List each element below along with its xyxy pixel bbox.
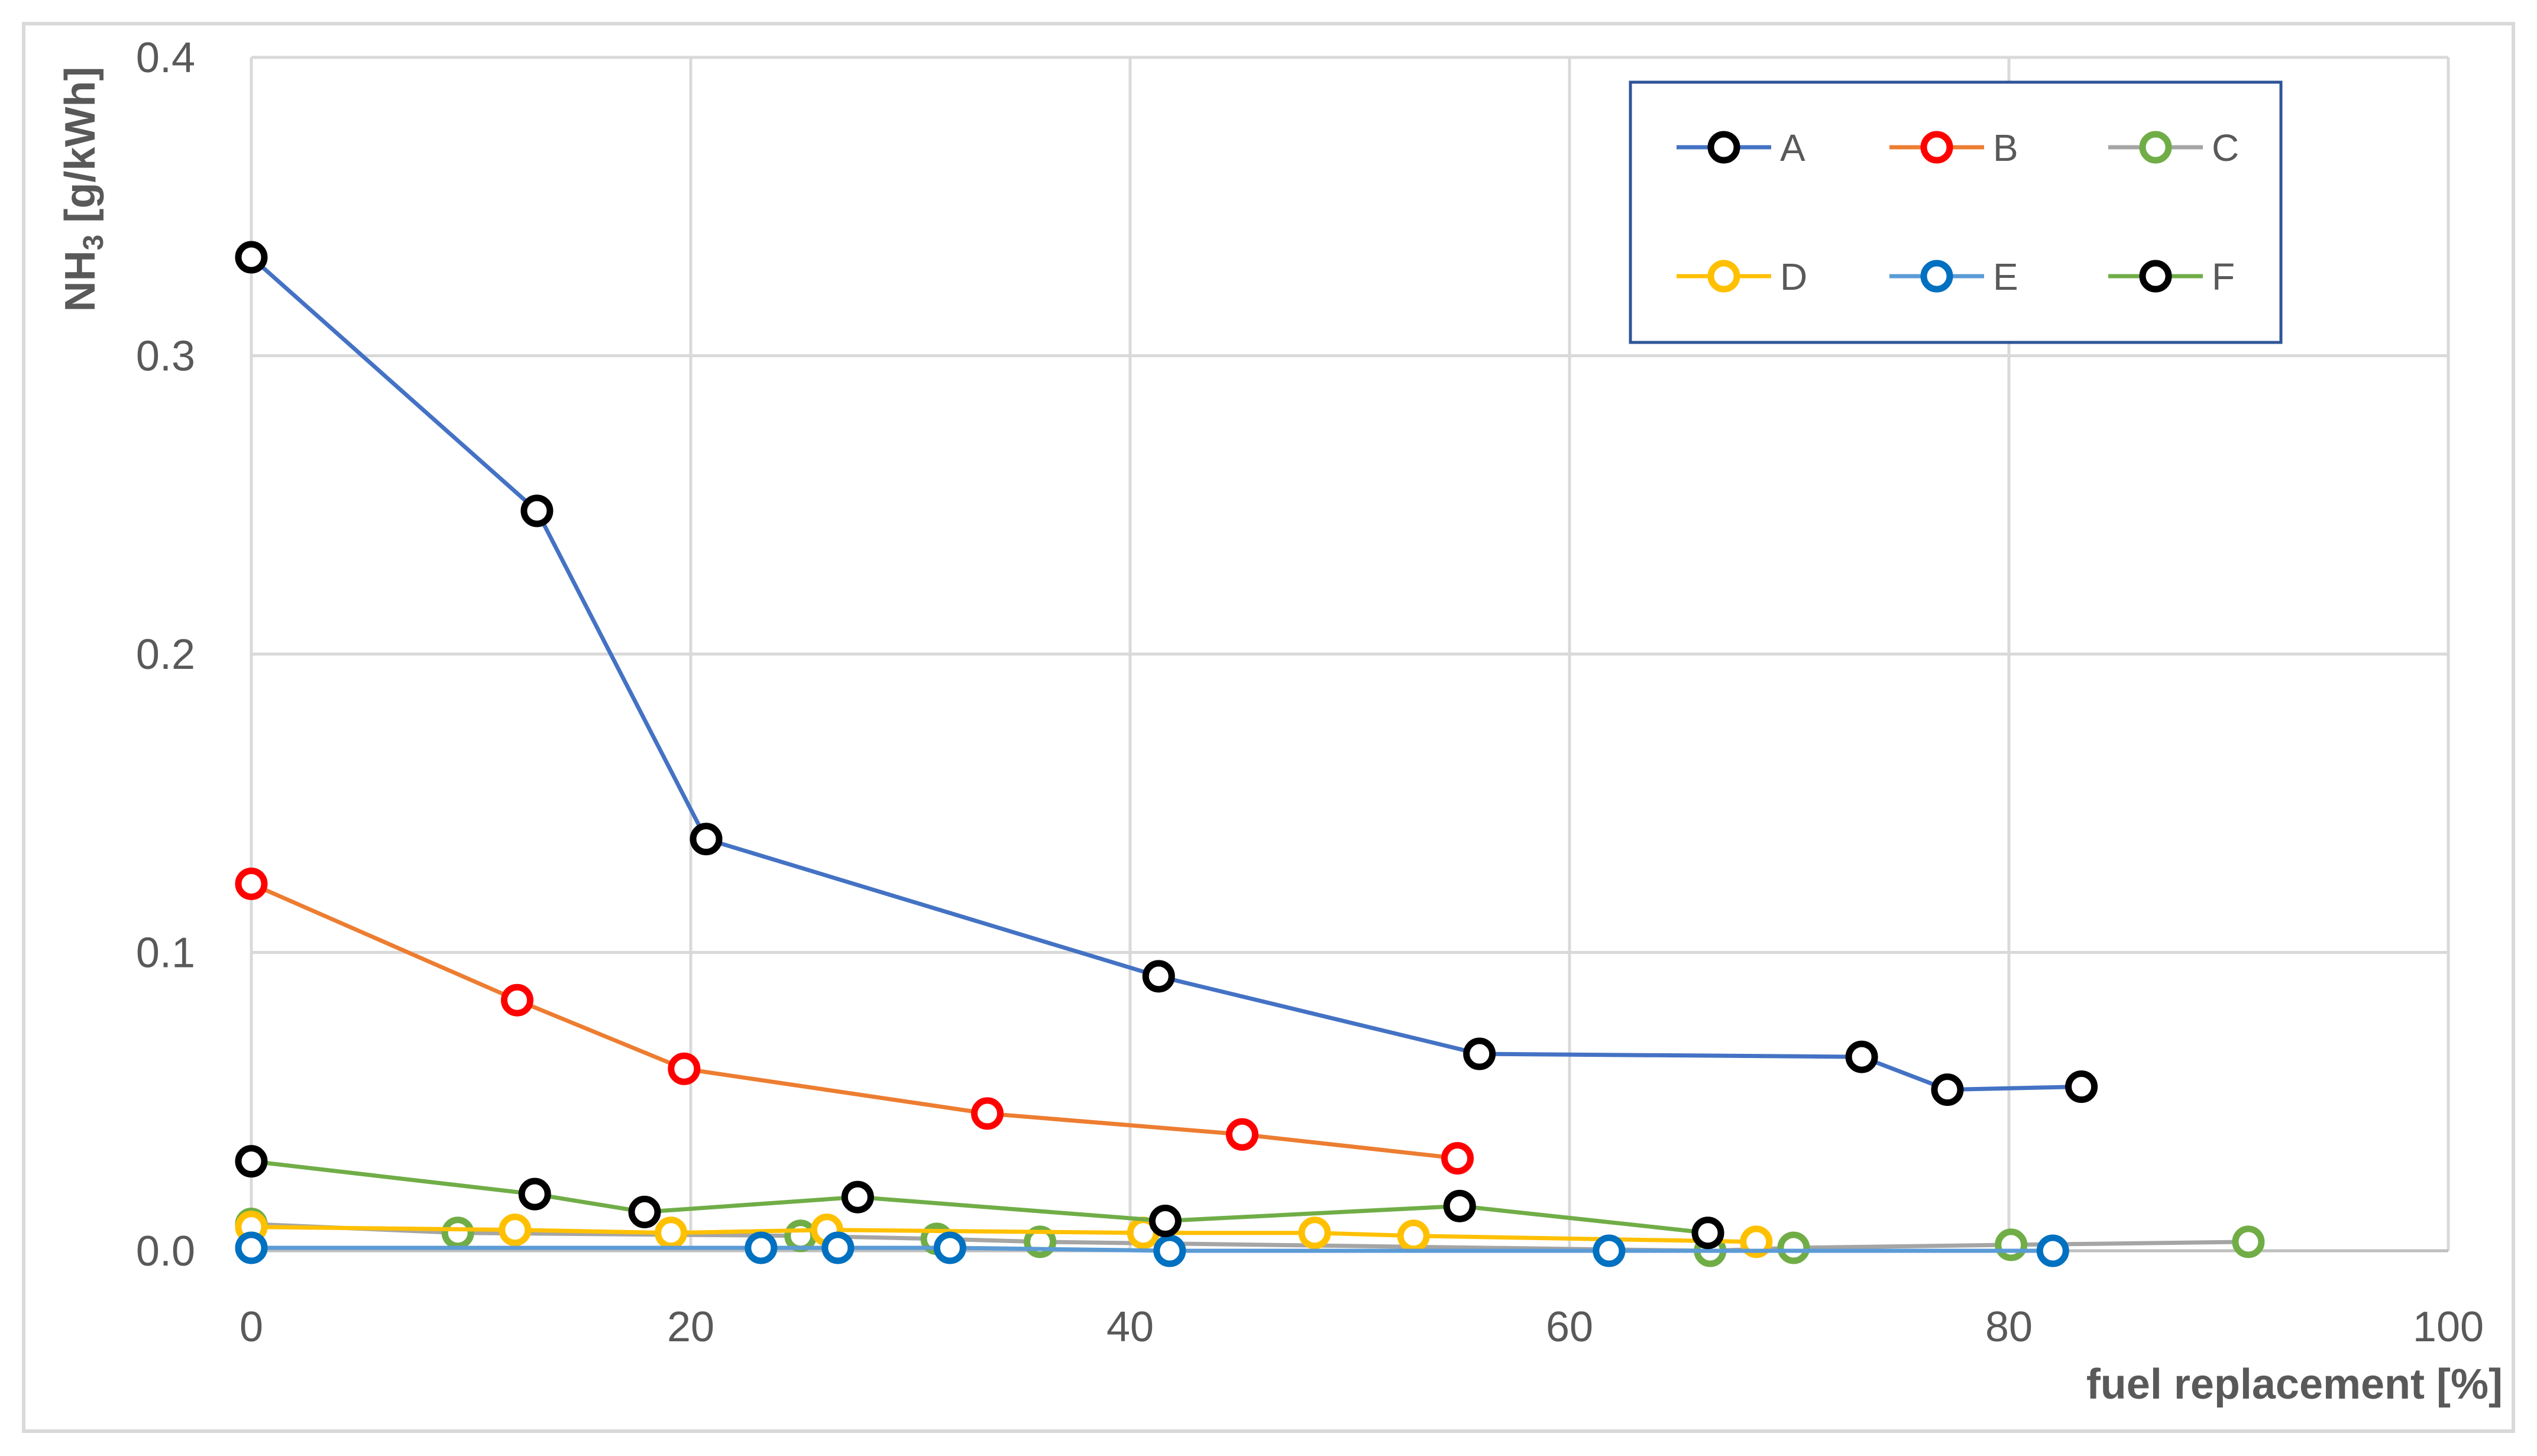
x-axis-title: fuel replacement [%] (2086, 1361, 2503, 1408)
x-tick-label: 40 (1106, 1303, 1154, 1351)
legend-marker (1920, 260, 1953, 293)
series-F (235, 1145, 1724, 1250)
data-point (690, 823, 723, 856)
y-axis-title-tail: [g/kWh] (57, 67, 104, 235)
data-point (1845, 1040, 1878, 1073)
legend-item-F: F (2108, 255, 2235, 298)
legend-item-C: C (2108, 127, 2239, 169)
y-tick-label: 0.4 (136, 34, 195, 82)
data-point (745, 1231, 778, 1264)
data-point (668, 1052, 701, 1085)
data-point (235, 1145, 268, 1178)
legend-item-B: B (1889, 127, 2018, 169)
legend-label: C (2212, 127, 2239, 169)
x-tick-label: 20 (667, 1303, 714, 1351)
y-axis-title-main: NH (57, 250, 104, 312)
data-point (1441, 1142, 1474, 1175)
legend-label: F (2212, 255, 2235, 298)
data-point (235, 867, 268, 900)
data-point (1740, 1225, 1773, 1258)
data-point (1397, 1219, 1430, 1253)
data-point (1463, 1037, 1496, 1070)
data-point (1777, 1231, 1810, 1264)
series-D (235, 1211, 1773, 1258)
data-point (1931, 1073, 1964, 1106)
data-point (520, 494, 554, 528)
legend: A B C D E F (1629, 80, 2283, 344)
data-point (2232, 1225, 2265, 1258)
x-tick-label: 0 (240, 1303, 263, 1351)
y-tick-label: 0.0 (136, 1228, 195, 1275)
legend-item-E: E (1889, 255, 2018, 298)
data-point (933, 1231, 966, 1264)
legend-marker (2139, 260, 2172, 293)
series-line-D (251, 1225, 1756, 1244)
data-point (1142, 960, 1175, 993)
legend-box (1629, 80, 2283, 344)
data-point (501, 983, 534, 1017)
legend-item-A: A (1677, 127, 1805, 169)
data-point (1298, 1216, 1331, 1250)
data-point (1443, 1189, 1476, 1222)
legend-marker (1920, 131, 1953, 164)
legend-marker (2139, 131, 2172, 164)
legend-label: E (1993, 255, 2018, 298)
data-point (628, 1195, 661, 1228)
plot-series (235, 241, 2265, 1267)
series-B (235, 867, 1474, 1175)
legend-item-D: D (1677, 255, 1807, 298)
data-point (821, 1231, 855, 1264)
x-tick-label: 60 (1546, 1303, 1593, 1351)
legend-marker (1707, 131, 1740, 164)
data-point (1153, 1234, 1186, 1267)
data-point (1593, 1234, 1626, 1267)
legend-marker (1707, 260, 1740, 293)
data-point (499, 1214, 532, 1247)
data-point (235, 241, 268, 274)
series-line-B (250, 882, 1458, 1161)
data-point (655, 1216, 688, 1250)
data-point (2065, 1070, 2098, 1104)
data-point (1225, 1118, 1258, 1151)
y-tick-label: 0.1 (136, 930, 195, 977)
series-E (235, 1231, 2069, 1267)
data-point (2036, 1234, 2069, 1267)
data-point (1995, 1228, 2028, 1261)
legend-label: A (1780, 127, 1805, 169)
series-A (235, 241, 2098, 1106)
x-tick-label: 80 (1985, 1303, 2033, 1351)
x-tick-label: 100 (2413, 1303, 2484, 1351)
data-point (784, 1219, 817, 1253)
data-point (441, 1216, 474, 1250)
legend-label: D (1780, 255, 1807, 298)
y-tick-label: 0.3 (136, 333, 195, 380)
data-point (1148, 1205, 1182, 1238)
data-point (841, 1180, 874, 1214)
data-point (1691, 1216, 1724, 1250)
y-tick-label: 0.2 (136, 631, 195, 678)
y-axis-title-subscript: 3 (78, 235, 109, 251)
legend-label: B (1993, 127, 2018, 169)
tick-labels: 0 20 40 60 80 100 0.0 0.1 0.2 0.3 0.4 (136, 34, 2484, 1351)
data-point (518, 1177, 551, 1211)
data-point (235, 1231, 268, 1264)
y-axis-title: NH3 [g/kWh] (57, 67, 109, 312)
data-point (971, 1097, 1004, 1130)
